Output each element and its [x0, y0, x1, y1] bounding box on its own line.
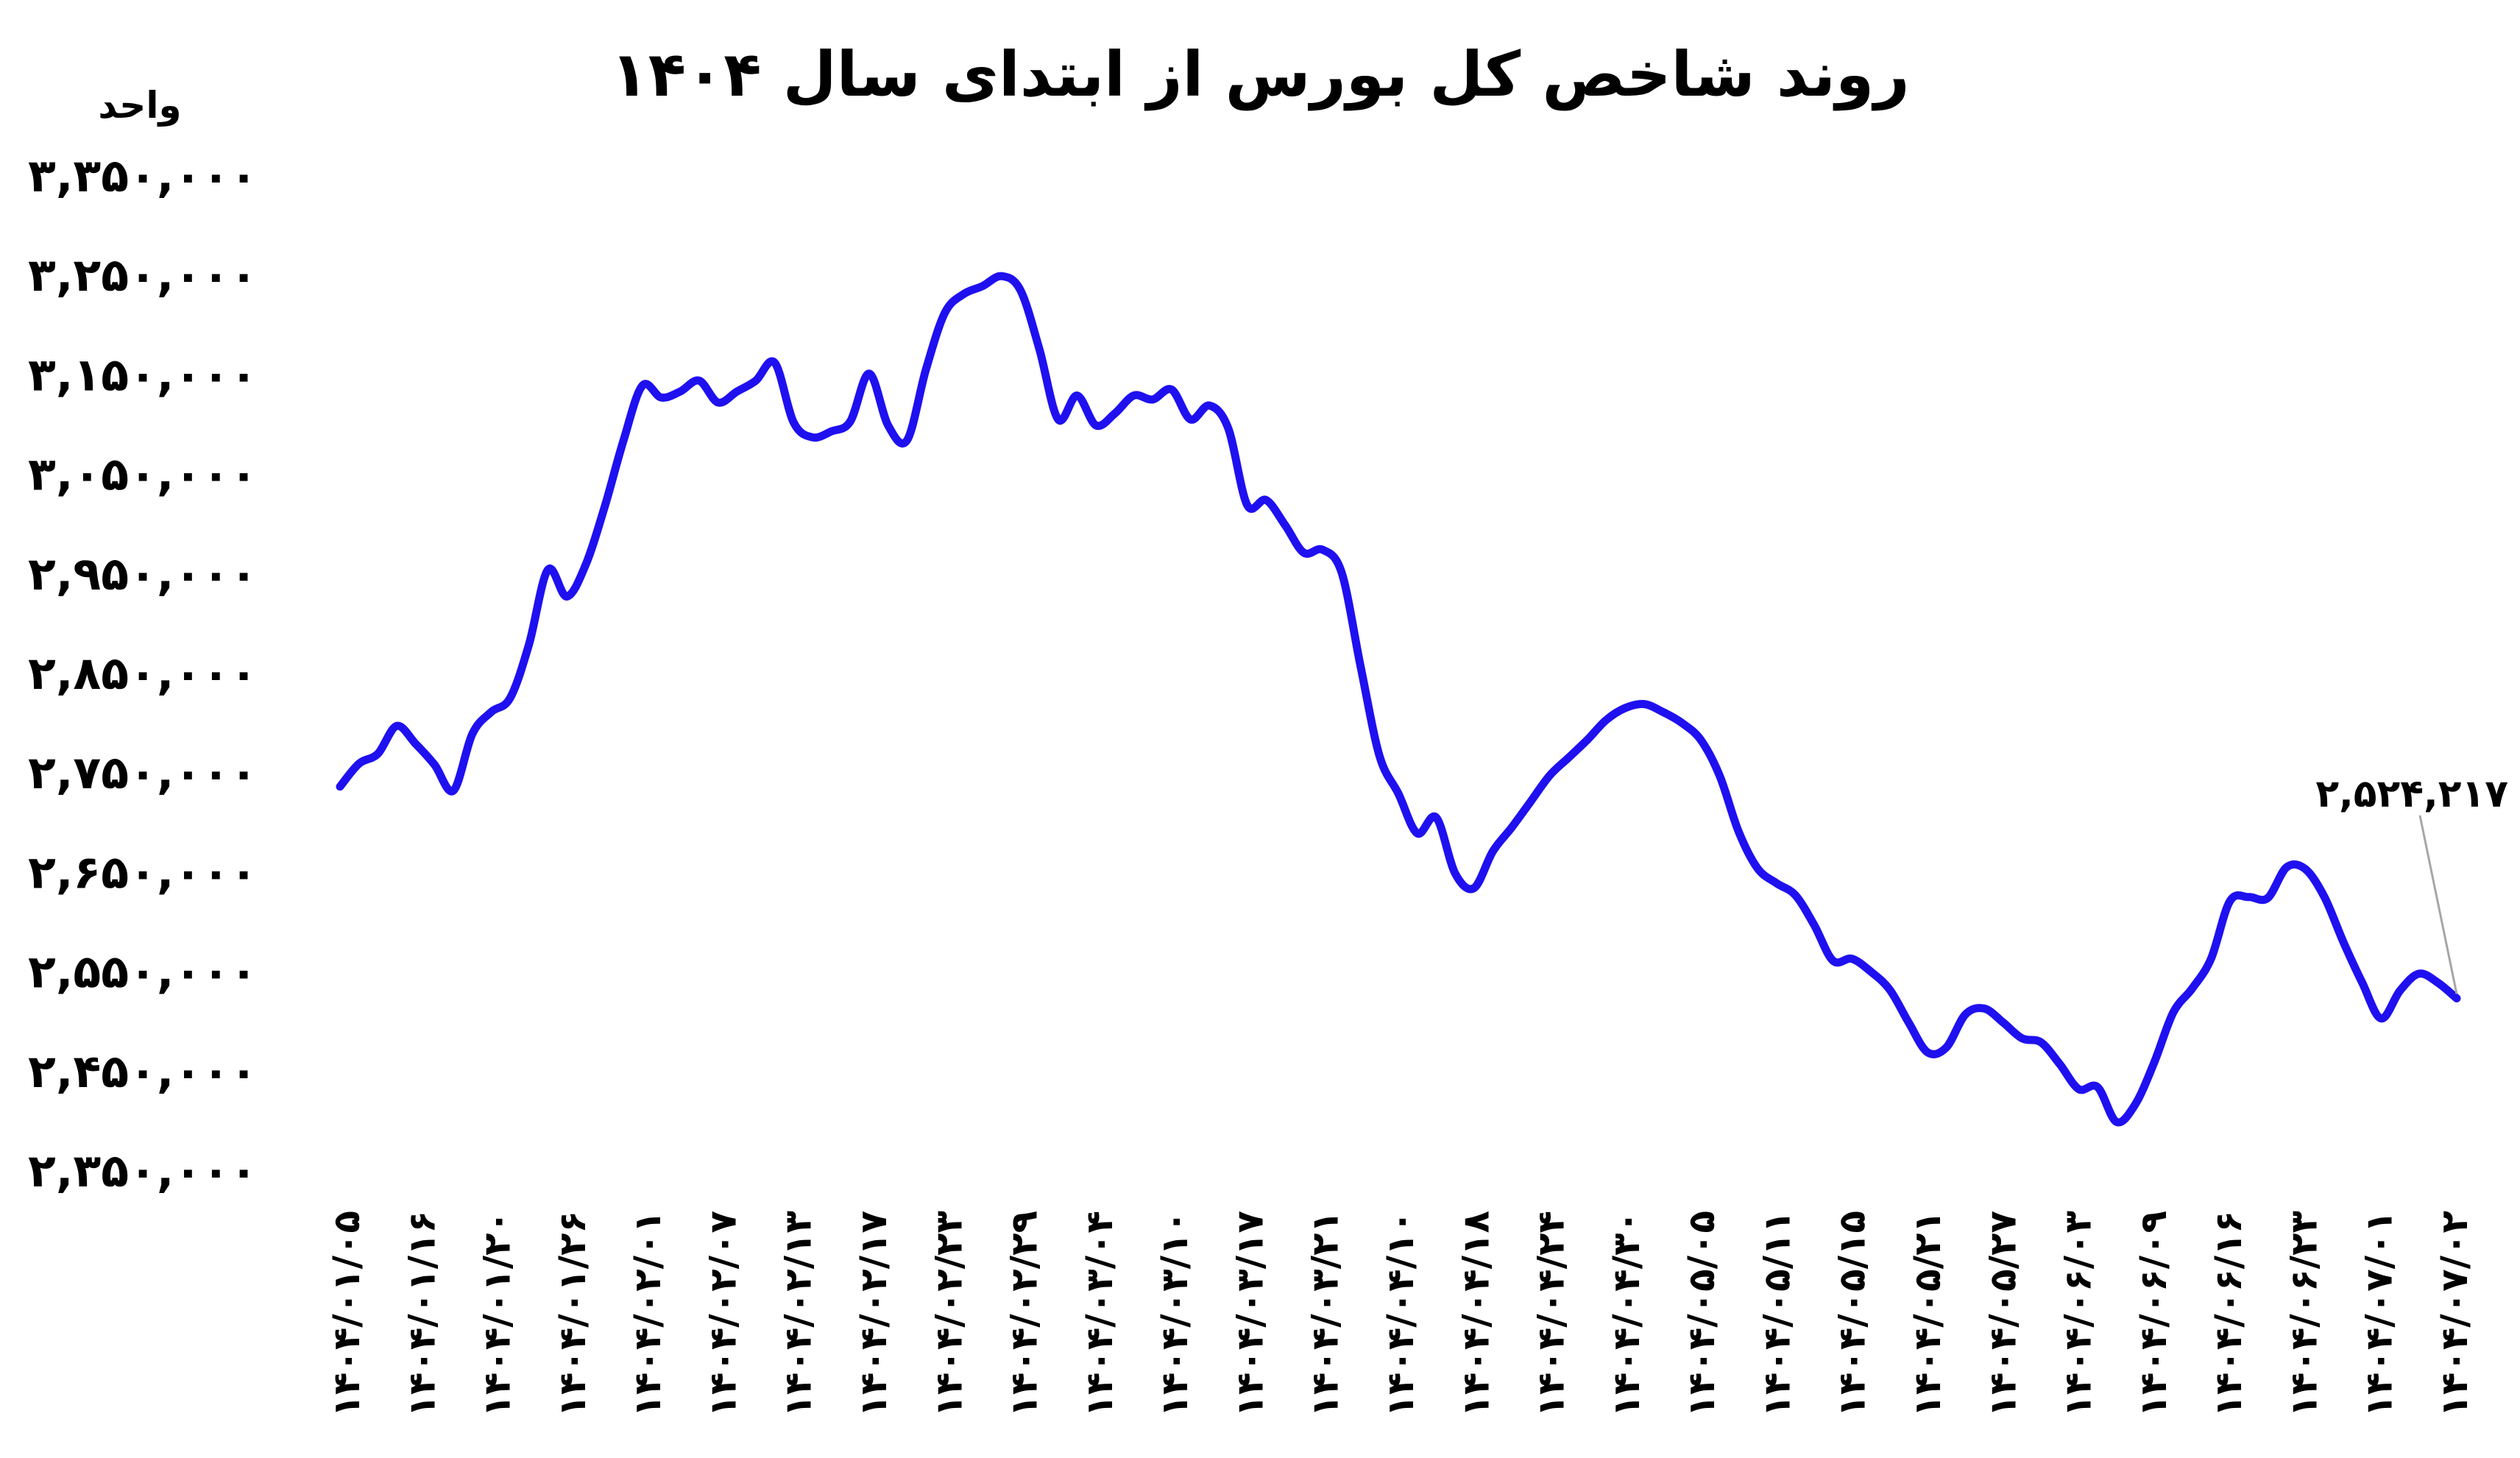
x-tick-label: ۱۴۰۴/۰۲/۲۳ [927, 1211, 970, 1418]
x-tick-label: ۱۴۰۴/۰۲/۱۳ [777, 1211, 820, 1418]
x-tick-label: ۱۴۰۴/۰۵/۱۵ [1831, 1211, 1874, 1418]
x-tick-label: ۱۴۰۴/۰۱/۱۶ [400, 1211, 443, 1418]
y-axis-ticks: ۳,۳۵۰,۰۰۰ ۳,۲۵۰,۰۰۰ ۳,۱۵۰,۰۰۰ ۳,۰۵۰,۰۰۰ ۲,۹۵… [28, 149, 258, 1197]
y-tick-label: ۲,۶۵۰,۰۰۰ [28, 845, 258, 899]
x-tick-label: ۱۴۰۴/۰۲/۲۹ [1003, 1211, 1046, 1418]
x-tick-label: ۱۴۰۴/۰۷/۰۱ [2358, 1211, 2401, 1418]
y-tick-label: ۲,۸۵۰,۰۰۰ [28, 646, 258, 700]
chart-title: روند شاخص کل بورس از ابتدای سال ۱۴۰۴ [610, 38, 1909, 111]
x-tick-label: ۱۴۰۴/۰۴/۲۴ [1530, 1211, 1573, 1418]
x-axis-ticks: ۱۴۰۴/۰۱/۰۵ ۱۴۰۴/۰۱/۱۶ ۱۴۰۴/۰۱/۲۰ ۱۴۰۴/۰۱/۲۶… [325, 1211, 2476, 1418]
y-tick-label: ۳,۱۵۰,۰۰۰ [28, 347, 258, 401]
series-group [336, 272, 2461, 1127]
index-series-line [336, 272, 2461, 1127]
x-tick-label: ۱۴۰۴/۰۳/۰۴ [1078, 1211, 1121, 1418]
x-tick-label: ۱۴۰۴/۰۱/۰۵ [325, 1211, 368, 1418]
x-tick-label: ۱۴۰۴/۰۶/۰۹ [2132, 1211, 2175, 1418]
y-tick-label: ۲,۵۵۰,۰۰۰ [28, 945, 258, 999]
x-tick-label: ۱۴۰۴/۰۷/۰۲ [2433, 1211, 2476, 1418]
x-tick-label: ۱۴۰۴/۰۴/۱۰ [1379, 1211, 1422, 1418]
x-tick-label: ۱۴۰۴/۰۴/۱۸ [1454, 1211, 1497, 1418]
x-tick-label: ۱۴۰۴/۰۲/۱۷ [852, 1211, 895, 1418]
annotation-leader-line [2418, 815, 2458, 994]
x-tick-label: ۱۴۰۴/۰۴/۳۰ [1605, 1211, 1648, 1418]
x-tick-label: ۱۴۰۴/۰۵/۱۱ [1755, 1211, 1798, 1418]
x-tick-label: ۱۴۰۴/۰۲/۰۷ [701, 1211, 744, 1418]
x-tick-label: ۱۴۰۴/۰۳/۱۰ [1153, 1211, 1196, 1418]
x-tick-label: ۱۴۰۴/۰۵/۲۷ [1981, 1211, 2024, 1418]
x-tick-label: ۱۴۰۴/۰۱/۲۰ [476, 1211, 519, 1418]
x-tick-label: ۱۴۰۴/۰۳/۲۱ [1304, 1211, 1347, 1418]
y-tick-label: ۲,۴۵۰,۰۰۰ [28, 1044, 258, 1098]
y-axis-unit-label: واحد [98, 84, 181, 127]
last-value-annotation: ۲,۵۲۴,۲۱۷ [2315, 772, 2508, 994]
y-tick-label: ۲,۹۵۰,۰۰۰ [28, 547, 258, 601]
x-tick-label: ۱۴۰۴/۰۵/۲۱ [1906, 1211, 1949, 1418]
y-tick-label: ۲,۷۵۰,۰۰۰ [28, 746, 258, 799]
y-tick-label: ۲,۳۵۰,۰۰۰ [28, 1144, 258, 1197]
y-tick-label: ۳,۳۵۰,۰۰۰ [28, 149, 258, 202]
x-tick-label: ۱۴۰۴/۰۳/۱۷ [1228, 1211, 1271, 1418]
x-tick-label: ۱۴۰۴/۰۵/۰۵ [1680, 1211, 1723, 1418]
y-tick-label: ۳,۲۵۰,۰۰۰ [28, 248, 258, 302]
x-tick-label: ۱۴۰۴/۰۶/۰۳ [2057, 1211, 2100, 1418]
x-tick-label: ۱۴۰۴/۰۲/۰۱ [626, 1211, 669, 1418]
x-tick-label: ۱۴۰۴/۰۶/۲۳ [2282, 1211, 2325, 1418]
last-value-label: ۲,۵۲۴,۲۱۷ [2315, 772, 2508, 816]
x-tick-label: ۱۴۰۴/۰۱/۲۶ [551, 1211, 594, 1418]
x-tick-label: ۱۴۰۴/۰۶/۱۶ [2207, 1211, 2250, 1418]
y-tick-label: ۳,۰۵۰,۰۰۰ [28, 447, 258, 501]
